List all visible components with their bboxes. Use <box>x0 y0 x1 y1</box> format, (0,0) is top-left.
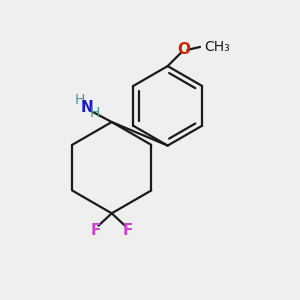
Text: F: F <box>90 224 101 238</box>
Text: O: O <box>177 42 190 57</box>
Text: F: F <box>123 224 133 238</box>
Text: H: H <box>74 93 85 107</box>
Text: N: N <box>80 100 93 115</box>
Text: CH₃: CH₃ <box>205 40 230 54</box>
Text: H: H <box>90 106 100 120</box>
